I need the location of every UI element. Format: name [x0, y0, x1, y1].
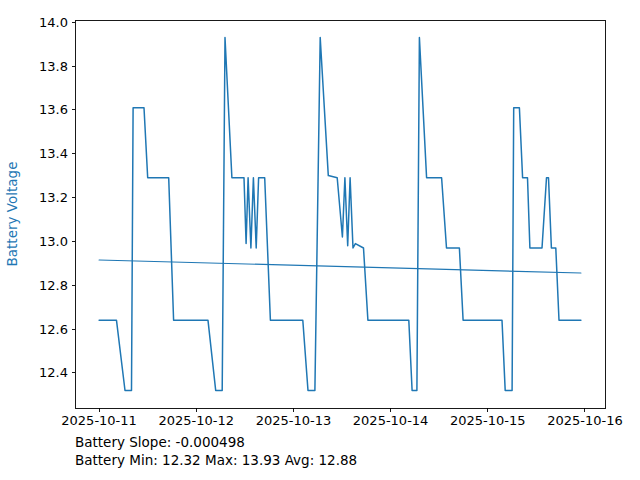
- x-tick-label: 2025-10-11: [61, 413, 137, 428]
- y-tick-label: 13.6: [39, 102, 68, 117]
- y-tick-label: 13.4: [39, 146, 68, 161]
- y-tick-label: 14.0: [39, 15, 68, 30]
- y-tick-label: 13.0: [39, 234, 68, 249]
- battery-stats-annotation: Battery Min: 12.32 Max: 13.93 Avg: 12.88: [75, 451, 357, 469]
- battery-voltage-chart: 14.0 13.8 13.6 13.4 13.2 13.0 12.8 12.6 12.4 2025…: [0, 0, 640, 480]
- y-axis-label: Battery Voltage: [4, 162, 20, 267]
- x-tick-label: 2025-10-14: [353, 413, 429, 428]
- x-tick-label: 2025-10-12: [158, 413, 234, 428]
- x-tick-label: 2025-10-13: [256, 413, 332, 428]
- y-tick-label: 13.2: [39, 190, 68, 205]
- y-tick-label: 12.8: [39, 278, 68, 293]
- y-tick-label: 12.6: [39, 322, 68, 337]
- x-tick-label: 2025-10-16: [547, 413, 623, 428]
- y-tick-label: 13.8: [39, 59, 68, 74]
- x-tick-label: 2025-10-15: [450, 413, 526, 428]
- battery-slope-annotation: Battery Slope: -0.000498: [75, 433, 245, 451]
- y-tick-label: 12.4: [39, 365, 68, 380]
- battery-voltage-figure: 14.0 13.8 13.6 13.4 13.2 13.0 12.8 12.6 12.4 2025…: [0, 0, 640, 480]
